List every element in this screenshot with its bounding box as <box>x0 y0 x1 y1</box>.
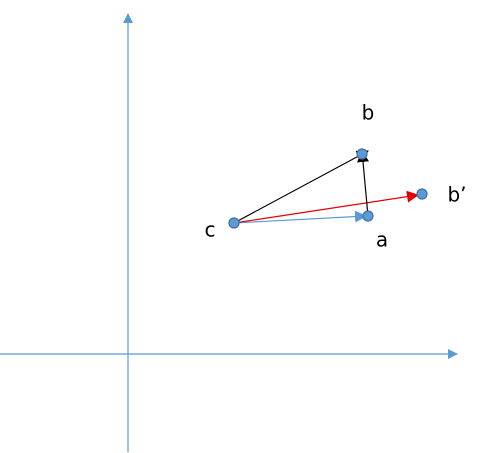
point-c <box>228 217 240 229</box>
point-b-prime <box>416 188 428 200</box>
point-b <box>356 148 368 160</box>
point-a <box>362 210 374 222</box>
arrow-c-b-prime <box>233 190 419 224</box>
arrow-c-a <box>233 210 367 224</box>
label-a: a <box>376 228 388 252</box>
label-b-prime: b’ <box>447 183 466 207</box>
label-b: b <box>362 101 375 125</box>
arrow-c-b <box>233 150 369 224</box>
label-c: c <box>205 218 216 242</box>
arrow-a-b <box>357 150 369 217</box>
